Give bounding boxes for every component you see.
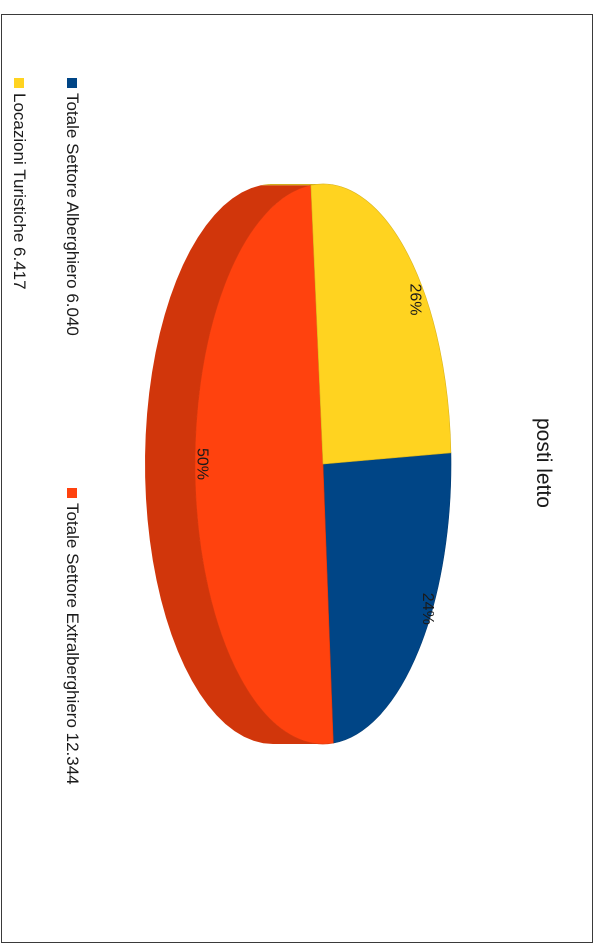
legend-swatch-locazioni: [14, 78, 24, 88]
pie-side: [145, 184, 323, 744]
legend-label-locazioni: Locazioni Turistiche 6.417: [10, 93, 29, 290]
pie-slice-2: [310, 183, 452, 465]
chart-title: posti letto: [532, 418, 555, 508]
pie-slice-0: [322, 452, 452, 744]
pie-label-1: 50%: [194, 448, 211, 480]
legend-swatch-alberghiero: [67, 78, 77, 88]
pie-label-0: 24%: [419, 593, 436, 625]
pie-slice-1: [194, 184, 334, 745]
legend-label-alberghiero: Totale Settore Alberghiero 6.040: [63, 93, 82, 336]
pie-label-2: 26%: [407, 283, 424, 315]
pie-side-1: [145, 185, 323, 744]
legend-swatch-extralberghiero: [67, 488, 77, 498]
pie-side-2: [260, 184, 323, 186]
legend-label-extralberghiero: Totale Settore Extralberghiero 12.344: [63, 503, 82, 785]
